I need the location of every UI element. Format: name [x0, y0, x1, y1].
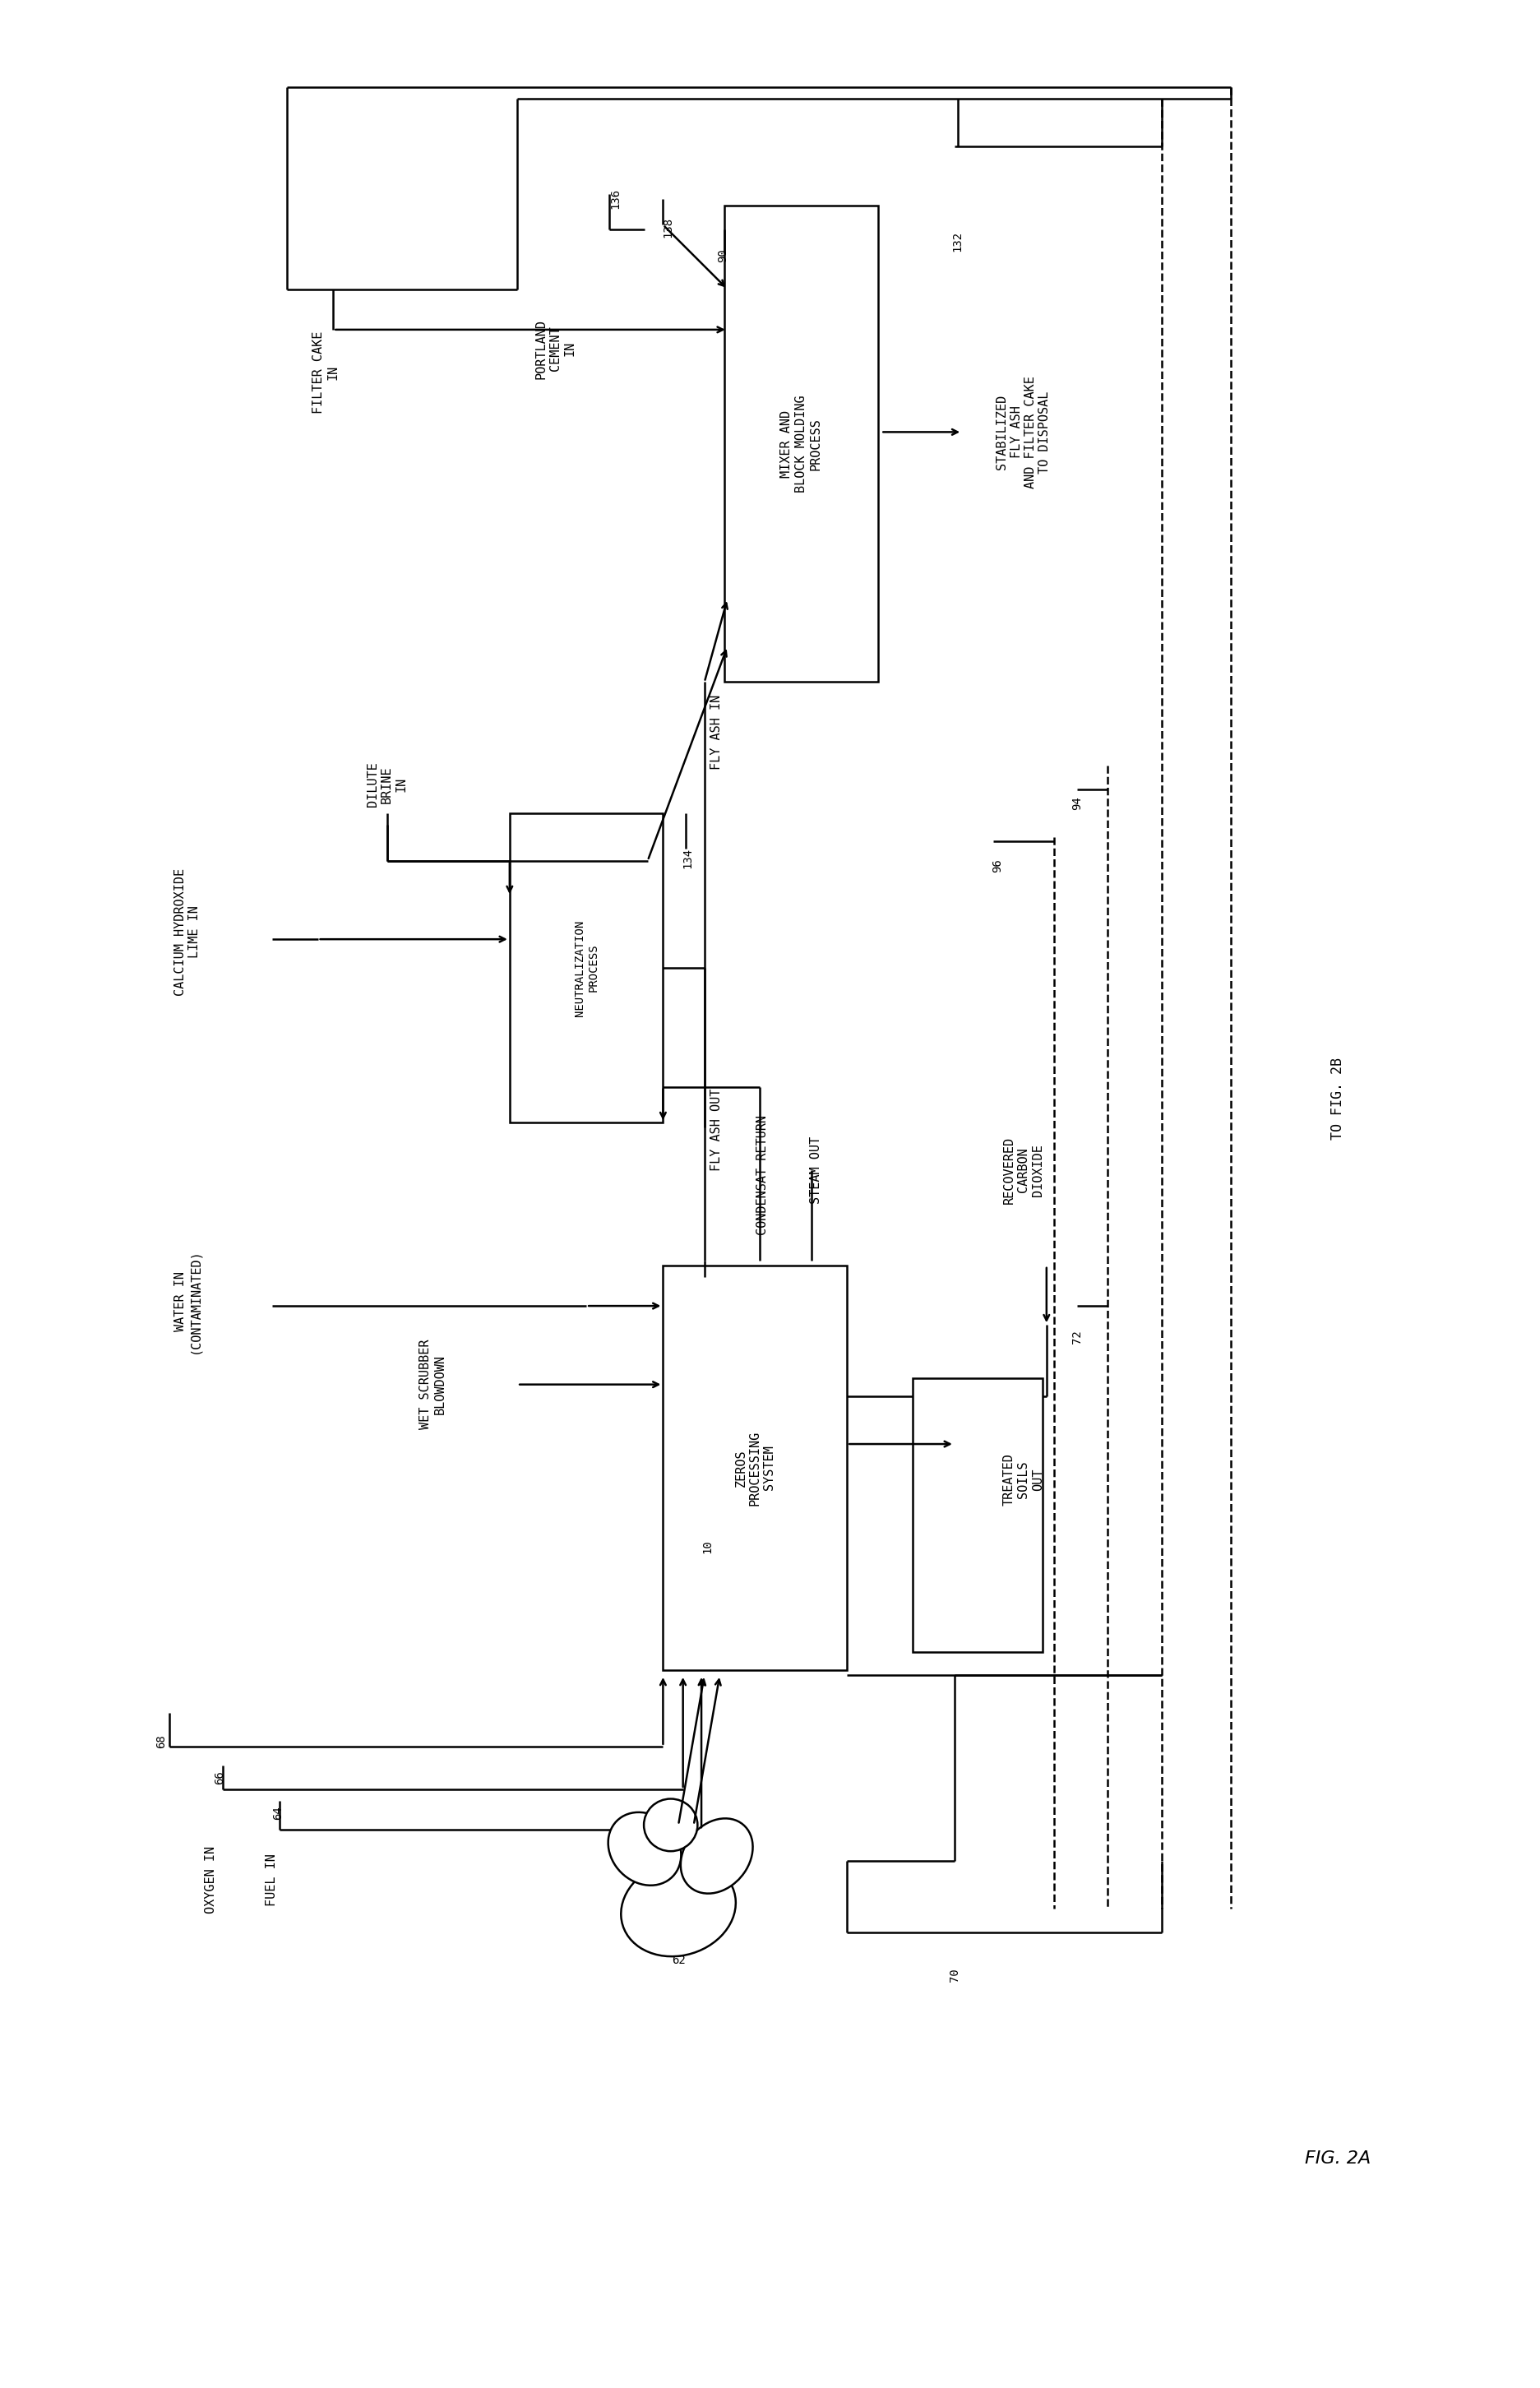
- Text: STEAM OUT: STEAM OUT: [810, 1137, 822, 1204]
- Text: 62: 62: [671, 1956, 685, 1965]
- Text: 72: 72: [1070, 1330, 1083, 1344]
- Text: FUEL IN: FUEL IN: [265, 1853, 277, 1906]
- Text: FLY ASH OUT: FLY ASH OUT: [710, 1089, 722, 1170]
- Text: TREATED
SOILS
OUT: TREATED SOILS OUT: [1003, 1454, 1044, 1507]
- Bar: [510, 812, 662, 1122]
- Text: CONDENSAT RETURN: CONDENSAT RETURN: [756, 1115, 768, 1235]
- Text: 68: 68: [156, 1734, 168, 1748]
- Text: 94: 94: [1070, 798, 1083, 810]
- Text: MIXER AND
BLOCK MOLDING
PROCESS: MIXER AND BLOCK MOLDING PROCESS: [781, 394, 821, 492]
- Text: OXYGEN IN: OXYGEN IN: [205, 1846, 217, 1913]
- Text: PORTLAND
CEMENT
IN: PORTLAND CEMENT IN: [534, 318, 576, 380]
- Text: 66: 66: [214, 1770, 225, 1784]
- Bar: [662, 1266, 847, 1669]
- Text: 138: 138: [662, 217, 673, 236]
- Bar: [724, 205, 878, 683]
- Text: STABILIZED
FLY ASH
AND FILTER CAKE
TO DISPOSAL: STABILIZED FLY ASH AND FILTER CAKE TO DI…: [995, 375, 1050, 487]
- Text: 90: 90: [716, 248, 728, 263]
- Text: FIG. 2A: FIG. 2A: [1304, 2149, 1371, 2166]
- Text: WATER IN
(CONTAMINATED): WATER IN (CONTAMINATED): [174, 1249, 200, 1354]
- Text: RECOVERED
CARBON
DIOXIDE: RECOVERED CARBON DIOXIDE: [1003, 1137, 1044, 1204]
- Text: TO FIG. 2B: TO FIG. 2B: [1331, 1058, 1344, 1139]
- Text: 64: 64: [273, 1805, 283, 1820]
- Text: 96: 96: [992, 860, 1003, 872]
- Text: CALCIUM HYDROXIDE
LIME IN: CALCIUM HYDROXIDE LIME IN: [174, 869, 200, 996]
- Text: 70: 70: [949, 1968, 959, 1982]
- Text: 132: 132: [952, 232, 962, 251]
- Text: FLY ASH IN: FLY ASH IN: [710, 695, 722, 769]
- Text: 136: 136: [610, 189, 621, 210]
- Text: WET SCRUBBER
BLOWDOWN: WET SCRUBBER BLOWDOWN: [419, 1340, 447, 1430]
- Text: FILTER CAKE
IN: FILTER CAKE IN: [313, 332, 339, 413]
- Ellipse shape: [644, 1798, 698, 1851]
- Ellipse shape: [608, 1812, 681, 1887]
- Text: 10: 10: [701, 1540, 713, 1552]
- Text: 134: 134: [682, 848, 693, 869]
- Ellipse shape: [681, 1817, 753, 1894]
- Bar: [912, 1378, 1043, 1652]
- Text: ZEROS
PROCESSING
SYSTEM: ZEROS PROCESSING SYSTEM: [735, 1430, 775, 1504]
- Ellipse shape: [621, 1860, 735, 1956]
- Text: NEUTRALIZATION
PROCESS: NEUTRALIZATION PROCESS: [573, 919, 599, 1015]
- Text: DILUTE
BRINE
IN: DILUTE BRINE IN: [367, 762, 407, 807]
